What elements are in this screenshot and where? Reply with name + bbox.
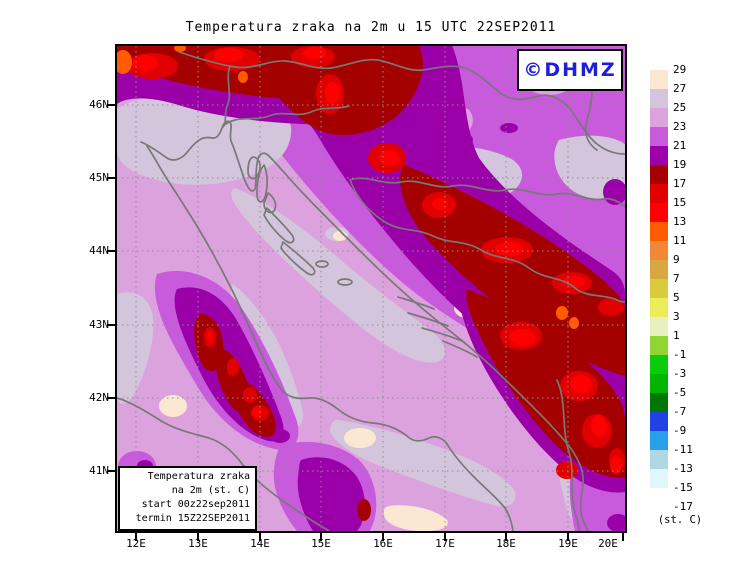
lon-axis-tick (505, 533, 507, 541)
lon-tick-label: 13E (188, 537, 208, 550)
lon-tick-label: 20E (598, 537, 618, 550)
lat-tick-label: 43N (89, 318, 109, 331)
info-box-line: Temperatura zraka (147, 471, 250, 482)
lat-axis-tick (107, 104, 115, 106)
legend-tick-label: 5 (673, 291, 680, 304)
legend-color-swatch (650, 203, 668, 222)
legend-tick-label: 13 (673, 215, 687, 228)
legend-tick-label: -3 (673, 367, 687, 380)
lon-axis-tick (622, 533, 624, 541)
legend-tick-label: 23 (673, 120, 687, 133)
legend-color-swatch (650, 355, 668, 374)
legend-color-swatch (650, 260, 668, 279)
legend-color-swatch (650, 431, 668, 450)
lon-axis-tick (197, 533, 199, 541)
coastline-layer (117, 51, 625, 531)
legend-color-swatch (650, 412, 668, 431)
legend-color-swatch (650, 70, 668, 89)
lon-tick-label: 14E (250, 537, 270, 550)
legend-tick-label: 15 (673, 196, 687, 209)
lat-axis-tick (107, 397, 115, 399)
lat-tick-label: 42N (89, 391, 109, 404)
lon-axis-tick (382, 533, 384, 541)
legend-tick-label: -13 (673, 462, 693, 475)
temperature-map (117, 46, 625, 531)
dhmz-logo-box: ©DHMZ (517, 49, 623, 91)
lon-axis-tick (135, 533, 137, 541)
legend-color-swatch (650, 89, 668, 108)
legend-tick-label: 11 (673, 234, 687, 247)
lon-tick-label: 17E (435, 537, 455, 550)
legend-color-swatch (650, 241, 668, 260)
legend-tick-label: 29 (673, 63, 687, 76)
lat-tick-label: 41N (89, 464, 109, 477)
dhmz-logo-text: ©DHMZ (523, 59, 617, 81)
legend-color-swatch (650, 317, 668, 336)
lat-axis-tick (107, 470, 115, 472)
lon-tick-label: 15E (311, 537, 331, 550)
lon-tick-label: 16E (373, 537, 393, 550)
gridline-layer (117, 46, 625, 531)
lat-axis-tick (107, 177, 115, 179)
lat-tick-label: 45N (89, 171, 109, 184)
lon-axis-tick (567, 533, 569, 541)
legend-tick-label: -5 (673, 386, 687, 399)
info-box-line: termin 15Z22SEP2011 (135, 513, 250, 524)
page-title: Temperatura zraka na 2m u 15 UTC 22SEP20… (185, 20, 557, 35)
info-box-line: start 00z22sep2011 (141, 499, 250, 510)
info-box-line: na 2m (st. C) (171, 485, 250, 496)
lon-tick-label: 19E (558, 537, 578, 550)
legend-color-swatch (650, 222, 668, 241)
legend-color-swatch (650, 127, 668, 146)
lat-tick-label: 46N (89, 98, 109, 111)
legend-tick-label: 17 (673, 177, 687, 190)
legend-color-swatch (650, 298, 668, 317)
lon-axis-tick (259, 533, 261, 541)
legend-tick-label: 9 (673, 253, 680, 266)
legend-tick-label: -11 (673, 443, 693, 456)
legend-color-swatch (650, 279, 668, 298)
lon-axis-tick (320, 533, 322, 541)
legend-tick-label: 1 (673, 329, 680, 342)
legend-color-swatch (650, 374, 668, 393)
map-info-box: Temperatura zraka na 2m (st. C) start 00z2… (118, 466, 257, 531)
legend-tick-label: 3 (673, 310, 680, 323)
legend-color-swatch (650, 108, 668, 127)
lat-axis-tick (107, 324, 115, 326)
legend-unit-label: (st. C) (657, 514, 703, 526)
map-plot-area: ©DHMZ Temperatura zraka na 2m (st. C) star… (115, 44, 627, 533)
legend-tick-label: 25 (673, 101, 687, 114)
legend-tick-label: 27 (673, 82, 687, 95)
lat-axis-tick (107, 250, 115, 252)
legend-tick-label: 19 (673, 158, 687, 171)
temperature-fill-layer (117, 46, 625, 531)
legend-color-swatch (650, 336, 668, 355)
lat-tick-label: 44N (89, 244, 109, 257)
lon-tick-label: 18E (496, 537, 516, 550)
legend-tick-label: -17 (673, 500, 693, 513)
legend-color-swatch (650, 146, 668, 165)
legend-tick-label: -9 (673, 424, 687, 437)
legend-color-swatch (650, 184, 668, 203)
legend-tick-label: -15 (673, 481, 693, 494)
legend-color-swatch (650, 488, 668, 507)
legend-color-swatch (650, 450, 668, 469)
legend-tick-label: 7 (673, 272, 680, 285)
legend-color-swatch (650, 469, 668, 488)
legend-color-swatch (650, 165, 668, 184)
legend-tick-label: 21 (673, 139, 687, 152)
legend-tick-label: -1 (673, 348, 687, 361)
legend-tick-label: -7 (673, 405, 687, 418)
lon-tick-label: 12E (126, 537, 146, 550)
legend-color-swatch (650, 393, 668, 412)
lon-axis-tick (444, 533, 446, 541)
